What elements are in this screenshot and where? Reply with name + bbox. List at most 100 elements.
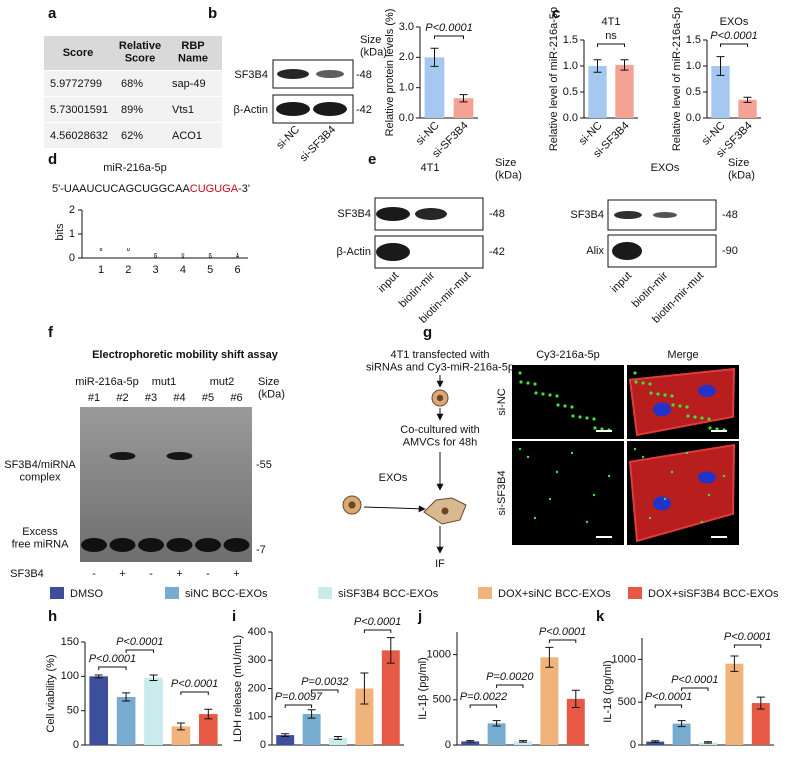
dot-signal xyxy=(541,392,545,396)
dot-signal xyxy=(571,414,575,418)
bar xyxy=(751,703,770,745)
dot-signal xyxy=(570,451,574,455)
panel-label: i xyxy=(232,608,236,625)
legend-swatch xyxy=(478,587,492,599)
legend-swatch xyxy=(318,587,332,599)
table-row-bg xyxy=(44,71,222,96)
significance-label: P<0.0001 xyxy=(671,674,718,686)
column-label: Cy3-216a-5p xyxy=(536,349,600,361)
gel-band xyxy=(166,452,193,460)
size-marker: -48 xyxy=(356,69,372,81)
dot-signal xyxy=(600,427,604,431)
dot-signal xyxy=(670,394,674,398)
blot-band xyxy=(614,211,642,219)
dot-signal xyxy=(526,455,530,459)
size-label: Size (kDa) xyxy=(360,34,387,59)
dot-signal xyxy=(592,493,596,497)
dot-signal xyxy=(519,380,523,384)
size-label: Size (kDa) xyxy=(258,376,285,401)
bar xyxy=(646,741,665,745)
significance-label: P<0.0001 xyxy=(171,678,218,690)
dot-signal xyxy=(678,404,682,408)
dot-signal xyxy=(693,415,697,419)
size-marker: -90 xyxy=(722,245,738,257)
lane-label: #3 xyxy=(145,392,157,404)
lane-label: si-SF3B4 xyxy=(298,124,338,164)
significance-label: P<0.0001 xyxy=(425,22,472,34)
dot-signal xyxy=(700,416,704,420)
bar xyxy=(566,698,585,745)
logo-letter: A xyxy=(236,253,239,260)
significance-label: ns xyxy=(605,30,617,42)
error-bar xyxy=(459,94,468,103)
error-bar xyxy=(360,672,369,705)
y-tick-label: 0.5 xyxy=(686,86,701,98)
significance-label: P=0.0022 xyxy=(460,691,507,703)
nucleus-stain xyxy=(698,471,716,484)
panel-label: h xyxy=(48,608,57,625)
y-axis-label: IL-1β (pg/ml) xyxy=(417,657,429,720)
motif-title: miR-216a-5p xyxy=(103,162,167,174)
cell-nucleus xyxy=(348,501,356,509)
error-bar xyxy=(743,96,752,103)
dot-signal xyxy=(526,381,530,385)
error-bar xyxy=(519,740,527,743)
y-tick-label: 1.0 xyxy=(399,82,414,94)
dot-signal xyxy=(563,404,567,408)
panel-label: a xyxy=(48,5,57,22)
lane-label: input xyxy=(376,270,401,295)
gel-band xyxy=(166,538,193,552)
significance-bracket xyxy=(311,689,339,693)
blot-band xyxy=(376,207,410,221)
size-label: Size (kDa) xyxy=(728,157,755,182)
dot-signal xyxy=(686,414,690,418)
logo-letter: U xyxy=(127,247,130,252)
bar xyxy=(461,741,480,745)
bar xyxy=(355,688,374,745)
lane-label: #5 xyxy=(202,392,214,404)
table-row-bg xyxy=(44,123,222,148)
significance-label: P<0.0001 xyxy=(116,636,163,648)
significance-bracket xyxy=(469,704,498,708)
table-header: Relative Score xyxy=(119,40,161,65)
gel-band xyxy=(138,538,164,552)
significance-label: P<0.0001 xyxy=(710,30,757,42)
lane-label: #4 xyxy=(173,392,185,404)
y-tick-label: 1.5 xyxy=(686,34,701,46)
blot-band xyxy=(277,69,309,79)
bar xyxy=(329,737,347,745)
bar xyxy=(514,741,532,745)
blot-title: EXOs xyxy=(651,162,680,174)
blot-band xyxy=(276,102,310,116)
panel-label: g xyxy=(423,324,432,341)
row-label: si-SF3B4 xyxy=(496,470,508,515)
bar xyxy=(738,99,757,118)
error-bar xyxy=(386,637,395,664)
dot-signal xyxy=(634,380,638,384)
dot-signal xyxy=(722,474,726,478)
blot-title: 4T1 xyxy=(421,162,440,174)
y-tick-label: 0.0 xyxy=(399,112,414,124)
sequence-part: -3' xyxy=(238,183,250,195)
cell-nucleus xyxy=(436,394,444,402)
legend-swatch xyxy=(628,587,642,599)
blot-band xyxy=(313,102,347,116)
significance-bracket xyxy=(284,704,313,708)
bar xyxy=(276,735,295,745)
y-tick-label: 500 xyxy=(618,696,636,708)
significance-label: P<0.0001 xyxy=(354,616,401,628)
size-label: Size (kDa) xyxy=(495,157,522,182)
table-cell: Vts1 xyxy=(172,104,194,116)
error-bar xyxy=(176,722,185,731)
dot-signal xyxy=(685,405,689,409)
gel-band xyxy=(109,452,136,460)
lane-label: input xyxy=(609,270,634,295)
legend-label: DOX+siNC BCC-EXOs xyxy=(498,588,611,600)
size-marker: -42 xyxy=(489,246,505,258)
significance-bracket xyxy=(434,35,464,39)
bar xyxy=(699,742,717,745)
nucleus-stain xyxy=(653,496,671,511)
y-tick-label: 100 xyxy=(248,711,266,723)
blot-band xyxy=(653,212,677,218)
